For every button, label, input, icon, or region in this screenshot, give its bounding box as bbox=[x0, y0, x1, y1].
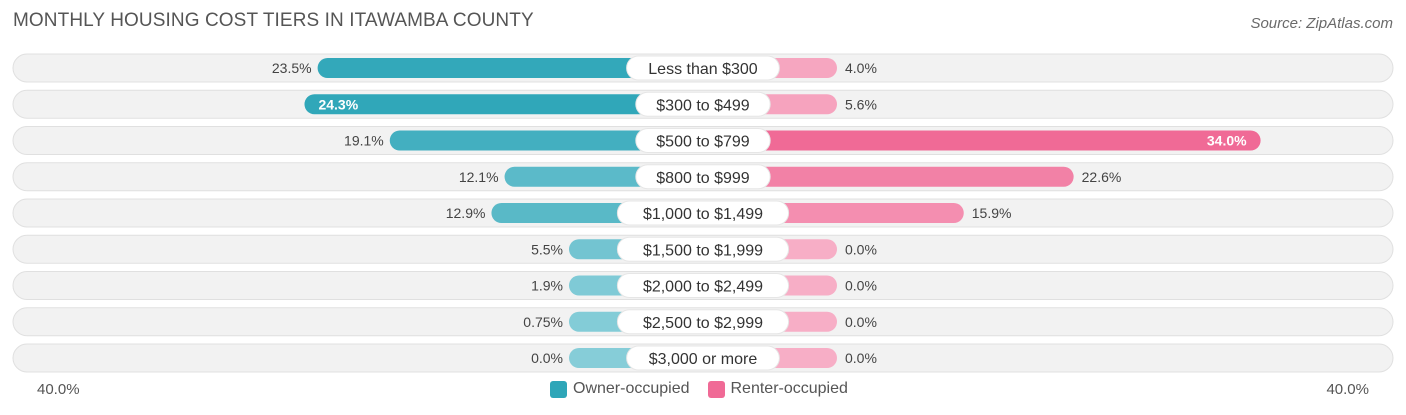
axis-left-label: 40.0% bbox=[37, 381, 80, 398]
category-label-pill bbox=[626, 345, 780, 371]
renter-value-label: 0.0% bbox=[845, 278, 877, 294]
legend-label-owner: Owner-occupied bbox=[573, 380, 690, 397]
chart-title: MONTHLY HOUSING COST TIERS IN ITAWAMBA C… bbox=[13, 10, 534, 31]
legend-item-renter: Renter-occupied bbox=[707, 380, 848, 398]
renter-value-label: 15.9% bbox=[972, 205, 1012, 221]
category-label: $300 to $499 bbox=[656, 97, 750, 114]
legend-swatch-owner bbox=[550, 380, 567, 398]
owner-value-label: 0.75% bbox=[523, 314, 563, 330]
owner-value-label: 5.5% bbox=[531, 241, 563, 257]
renter-value-label: 34.0% bbox=[1207, 133, 1247, 149]
category-label-pill bbox=[635, 128, 771, 153]
category-label: $3,000 or more bbox=[649, 351, 758, 368]
owner-bar bbox=[389, 130, 703, 151]
category-label-pill bbox=[616, 309, 790, 335]
category-label: $1,500 to $1,999 bbox=[643, 242, 763, 259]
category-label: $2,500 to $2,999 bbox=[643, 315, 763, 332]
category-label: Less than $300 bbox=[648, 61, 758, 78]
renter-value-label: 22.6% bbox=[1082, 169, 1122, 185]
source-note: Source: ZipAtlas.com bbox=[1250, 15, 1393, 32]
owner-value-label: 19.1% bbox=[344, 133, 384, 149]
renter-value-label: 0.0% bbox=[845, 241, 877, 257]
renter-value-label: 5.6% bbox=[845, 96, 877, 112]
renter-bar bbox=[703, 130, 1261, 151]
category-label: $800 to $999 bbox=[656, 170, 750, 187]
renter-value-label: 4.0% bbox=[845, 60, 877, 76]
category-label: $1,000 to $1,499 bbox=[643, 206, 763, 223]
category-label-pill bbox=[616, 236, 790, 262]
legend-swatch-renter bbox=[707, 380, 725, 398]
legend: Owner-occupied Renter-occupied bbox=[550, 380, 866, 398]
axis-right-label: 40.0% bbox=[1326, 381, 1369, 398]
category-label: $500 to $799 bbox=[656, 134, 750, 151]
category-label-pill bbox=[635, 164, 771, 190]
owner-value-label: 0.0% bbox=[531, 350, 563, 366]
renter-value-label: 0.0% bbox=[845, 314, 877, 330]
renter-value-label: 0.0% bbox=[845, 350, 877, 366]
category-label-pill bbox=[626, 55, 780, 81]
category-label-pill bbox=[616, 200, 790, 226]
owner-value-label: 23.5% bbox=[272, 60, 312, 76]
category-label-pill bbox=[616, 273, 790, 298]
owner-bar bbox=[304, 94, 703, 115]
owner-value-label: 12.9% bbox=[446, 205, 486, 221]
renter-bar bbox=[703, 166, 1074, 187]
category-label-pill bbox=[635, 91, 771, 117]
owner-bar bbox=[317, 58, 703, 78]
owner-value-label: 1.9% bbox=[531, 278, 563, 294]
legend-item-owner: Owner-occupied bbox=[550, 380, 690, 398]
owner-value-label: 12.1% bbox=[459, 169, 499, 185]
legend-label-renter: Renter-occupied bbox=[730, 380, 848, 397]
owner-value-label: 24.3% bbox=[318, 96, 358, 112]
category-label: $2,000 to $2,499 bbox=[643, 279, 763, 296]
